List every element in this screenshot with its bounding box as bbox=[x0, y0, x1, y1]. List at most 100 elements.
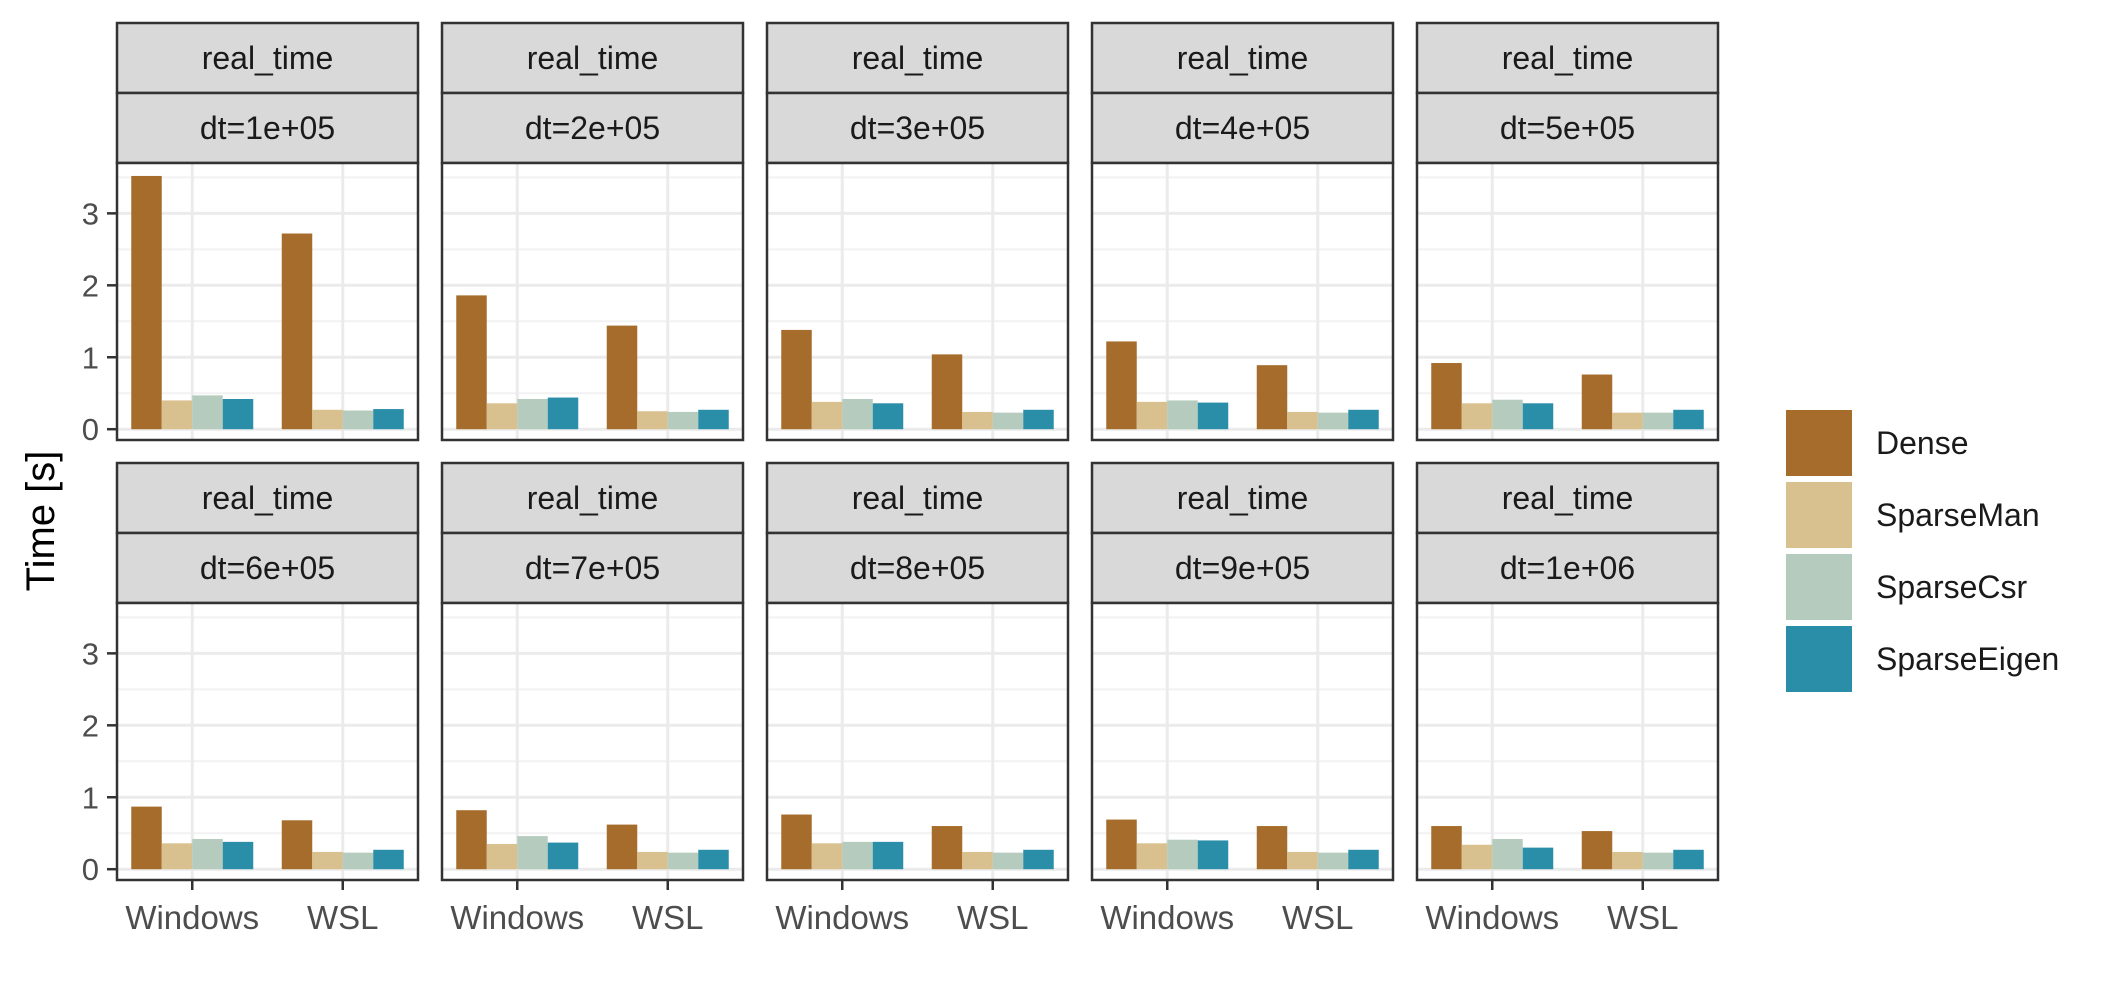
bar bbox=[1431, 363, 1462, 430]
legend-label: SparseEigen bbox=[1876, 641, 2059, 677]
bar bbox=[1581, 831, 1613, 870]
bar bbox=[637, 411, 668, 430]
bar bbox=[486, 844, 518, 870]
bar bbox=[1673, 849, 1704, 870]
bar bbox=[962, 851, 993, 870]
bar bbox=[131, 806, 162, 870]
y-tick-label: 0 bbox=[82, 852, 99, 887]
bar bbox=[1642, 852, 1674, 870]
facet-strip bbox=[765, 91, 1070, 165]
bar bbox=[131, 175, 162, 430]
bar bbox=[872, 841, 904, 870]
bar bbox=[222, 841, 254, 870]
bar bbox=[1136, 401, 1168, 430]
bar bbox=[1317, 412, 1349, 430]
bar bbox=[1348, 409, 1379, 430]
bar bbox=[992, 412, 1024, 430]
bar bbox=[192, 395, 223, 430]
facet-strip bbox=[765, 461, 1070, 535]
facet-strip bbox=[115, 531, 420, 605]
x-tick-label: Windows bbox=[1100, 899, 1234, 936]
facet-strip bbox=[1090, 531, 1395, 605]
x-tick-label: Windows bbox=[775, 899, 909, 936]
bar bbox=[373, 409, 404, 430]
facet-strip-label: real_time bbox=[527, 40, 659, 76]
bar bbox=[931, 354, 963, 430]
bar bbox=[1167, 400, 1198, 430]
bar bbox=[781, 814, 812, 870]
bar bbox=[1348, 849, 1379, 870]
bar bbox=[1522, 847, 1554, 870]
legend-key bbox=[1786, 482, 1852, 548]
panel-border bbox=[440, 161, 745, 442]
bar bbox=[1136, 843, 1168, 870]
facet-strip-label: real_time bbox=[852, 40, 984, 76]
bar bbox=[222, 398, 254, 430]
panel-border bbox=[115, 601, 420, 882]
y-tick-label: 1 bbox=[82, 780, 99, 815]
bar bbox=[1612, 412, 1643, 430]
y-tick-label: 3 bbox=[82, 196, 99, 231]
facet-strip-label: real_time bbox=[527, 480, 659, 516]
facet-label: dt=6e+05 bbox=[200, 550, 335, 586]
facet-strip bbox=[1090, 461, 1395, 535]
facet-strip bbox=[765, 531, 1070, 605]
x-tick-label: WSL bbox=[632, 899, 704, 936]
y-tick-label: 3 bbox=[82, 636, 99, 671]
legend-label: SparseMan bbox=[1876, 497, 2040, 533]
bar bbox=[872, 403, 904, 430]
facet-label: dt=2e+05 bbox=[525, 110, 660, 146]
bar bbox=[1256, 826, 1288, 870]
bar bbox=[161, 843, 193, 870]
bar bbox=[161, 400, 193, 430]
bar bbox=[1197, 840, 1229, 870]
facet-label: dt=5e+05 bbox=[1500, 110, 1635, 146]
bar bbox=[811, 401, 843, 430]
facet-strip bbox=[440, 91, 745, 165]
panel-border bbox=[1090, 161, 1395, 442]
bar bbox=[1106, 341, 1137, 430]
facet-strip bbox=[1415, 21, 1720, 95]
bar bbox=[517, 836, 548, 870]
panel-background bbox=[1417, 163, 1718, 440]
bar bbox=[1461, 844, 1493, 870]
facet-label: dt=7e+05 bbox=[525, 550, 660, 586]
facet-strip-label: real_time bbox=[852, 480, 984, 516]
bar bbox=[1461, 403, 1493, 430]
facet-label: dt=8e+05 bbox=[850, 550, 985, 586]
bar bbox=[342, 410, 374, 430]
y-tick-label: 1 bbox=[82, 340, 99, 375]
facet-strip-label: real_time bbox=[1502, 40, 1634, 76]
bar bbox=[842, 841, 873, 870]
bar bbox=[486, 403, 518, 430]
bar bbox=[456, 295, 487, 430]
panel-background bbox=[442, 603, 743, 880]
panel-background bbox=[1092, 163, 1393, 440]
panel-background bbox=[767, 163, 1068, 440]
bar bbox=[1317, 852, 1349, 870]
bar bbox=[192, 838, 223, 870]
bar bbox=[1023, 409, 1054, 430]
facet-strip-label: real_time bbox=[202, 480, 334, 516]
panel-background bbox=[117, 163, 418, 440]
facet-strip-label: real_time bbox=[1502, 480, 1634, 516]
bar bbox=[547, 842, 579, 870]
bar bbox=[373, 849, 404, 870]
bar bbox=[962, 411, 993, 430]
bar bbox=[667, 852, 699, 870]
legend-key bbox=[1786, 626, 1852, 692]
panel-border bbox=[765, 161, 1070, 442]
bar bbox=[992, 852, 1024, 870]
bar bbox=[781, 329, 812, 430]
bar bbox=[312, 409, 343, 430]
facet-label: dt=1e+05 bbox=[200, 110, 335, 146]
panel-border bbox=[1415, 161, 1720, 442]
bar bbox=[456, 810, 487, 870]
facet-strip bbox=[765, 21, 1070, 95]
bar bbox=[547, 397, 579, 430]
bar bbox=[1287, 851, 1318, 870]
bar bbox=[1197, 402, 1229, 430]
panel-border bbox=[1090, 601, 1395, 882]
